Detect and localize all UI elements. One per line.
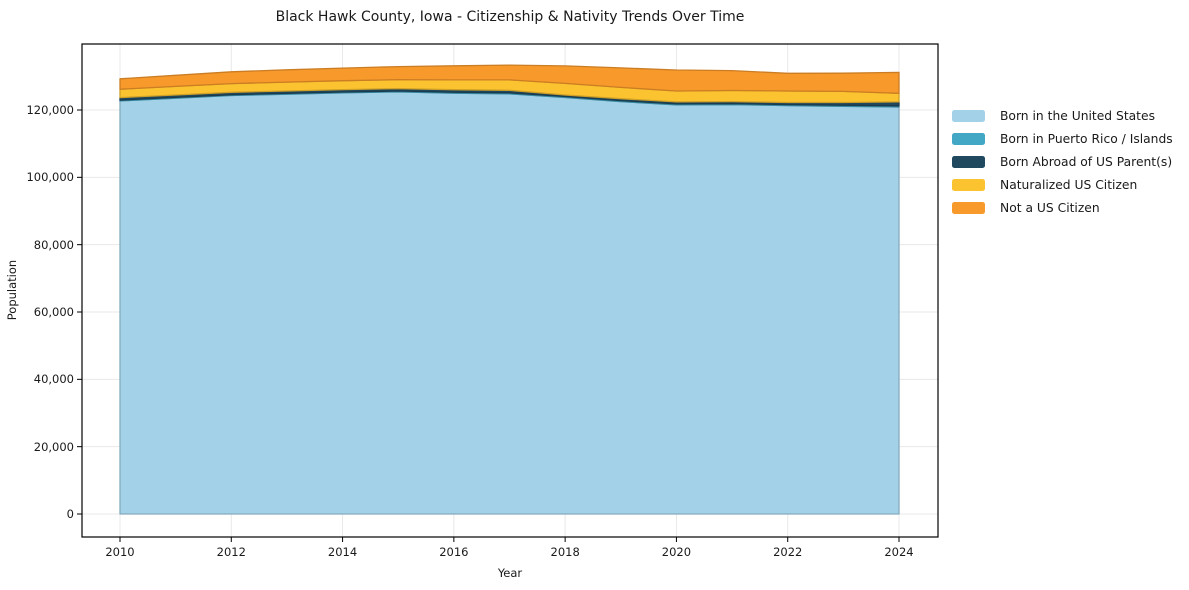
legend-label: Naturalized US Citizen — [1000, 178, 1138, 193]
y-tick-label: 0 — [66, 507, 74, 521]
y-tick-label: 100,000 — [26, 170, 74, 185]
legend-swatch-born-in-the-united-states — [952, 109, 985, 122]
x-tick-label: 2012 — [216, 545, 246, 559]
x-tick-label: 2014 — [327, 545, 358, 559]
x-tick-label: 2016 — [439, 545, 469, 559]
legend-swatch-born-abroad-of-us-parent-s — [952, 155, 985, 168]
legend-label: Born in Puerto Rico / Islands — [1000, 131, 1173, 146]
y-tick-label: 20,000 — [33, 439, 74, 454]
legend-item: Not a US Citizen — [952, 197, 1173, 220]
not-a-us-citizen-area — [119, 64, 900, 94]
y-tick-label: 40,000 — [33, 372, 74, 387]
y-tick-label: 60,000 — [33, 305, 74, 319]
y-axis-label: Population — [5, 259, 19, 321]
x-tick-label: 2020 — [661, 545, 692, 559]
y-tick-label: 80,000 — [33, 237, 74, 252]
legend-item: Born in Puerto Rico / Islands — [952, 127, 1173, 150]
chart-title: Black Hawk County, Iowa - Citizenship & … — [275, 9, 745, 25]
legend-swatch-born-in-puerto-rico-islands — [952, 132, 985, 145]
plot-border — [81, 43, 939, 538]
x-tick-label: 2010 — [105, 545, 135, 559]
legend-label: Not a US Citizen — [1000, 201, 1100, 216]
legend-item: Naturalized US Citizen — [952, 174, 1173, 197]
legend-label: Born in the United States — [1000, 108, 1155, 123]
legend-item: Born in the United States — [952, 104, 1173, 127]
legend: Born in the United States Born in Puerto … — [952, 104, 1173, 220]
legend-item: Born Abroad of US Parent(s) — [952, 150, 1173, 173]
x-tick-label: 2022 — [773, 545, 803, 559]
legend-swatch-not-a-us-citizen — [952, 202, 985, 215]
legend-swatch-naturalized-us-citizen — [952, 179, 985, 192]
x-axis-label: Year — [497, 566, 523, 580]
x-tick-label: 2024 — [884, 545, 914, 559]
x-tick-label: 2018 — [550, 545, 580, 559]
legend-label: Born Abroad of US Parent(s) — [1000, 154, 1173, 169]
y-tick-label: 120,000 — [26, 103, 74, 117]
born-in-the-united-states-area — [119, 91, 900, 515]
